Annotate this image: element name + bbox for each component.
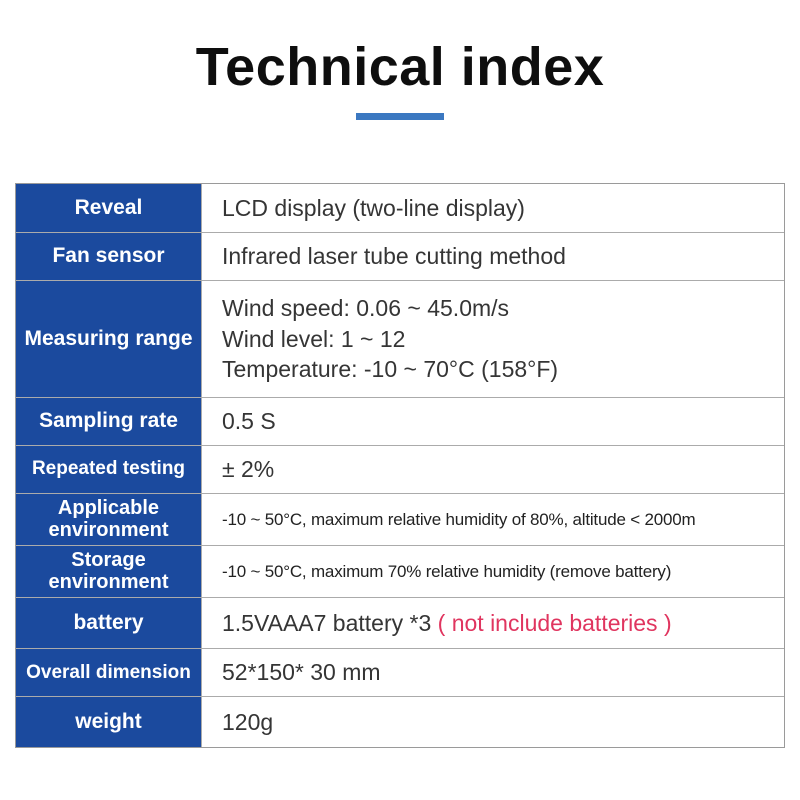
table-row-repeated-testing: Repeated testing ± 2% [16,445,784,493]
row-label: Repeated testing [16,446,202,493]
table-row-storage-environment: Storage environment -10 ~ 50°C, maximum … [16,545,784,598]
row-value: ± 2% [222,456,275,482]
page-title: Technical index [195,37,605,97]
row-value: Infrared laser tube cutting method [222,243,566,269]
row-value: 120g [222,708,274,735]
table-row-measuring-range: Measuring range Wind speed: 0.06 ~ 45.0m… [16,280,784,397]
value-line-wind-level: Wind level: 1 ~ 12 [222,325,406,352]
spec-table: Reveal LCD display (two-line display) Fa… [15,183,785,749]
row-value: 0.5 S [222,408,276,434]
battery-value: 1.5VAAA7 battery *3 ( not include batter… [222,610,776,637]
row-value: LCD display (two-line display) [222,194,525,221]
row-label: Measuring range [16,281,202,397]
value-line-temperature: Temperature: -10 ~ 70°C (158°F) [222,356,559,383]
row-label: Applicable environment [16,494,202,546]
value-line-wind-speed: Wind speed: 0.06 ~ 45.0m/s [222,295,510,322]
row-label: battery [16,598,202,649]
table-row-battery: battery 1.5VAAA7 battery *3 ( not includ… [16,597,784,649]
table-row-overall-dimension: Overall dimension 52*150* 30 mm [16,648,784,697]
table-row-applicable-environment: Applicable environment -10 ~ 50°C, maxim… [16,493,784,546]
table-row-sampling-rate: Sampling rate 0.5 S [16,397,784,445]
row-label: Sampling rate [16,398,202,445]
table-row-reveal: Reveal LCD display (two-line display) [16,184,784,232]
title-underline-divider [356,113,444,120]
row-value: Wind speed: 0.06 ~ 45.0m/s Wind level: 1… [202,281,784,397]
row-value: 52*150* 30 mm [222,659,381,686]
row-label: weight [16,697,202,748]
row-label: Reveal [16,184,202,232]
row-value: -10 ~ 50°C, maximum relative humidity of… [222,509,696,529]
table-row-weight: weight 120g [16,696,784,748]
row-value: 1.5VAAA7 battery *3 ( not include batter… [202,598,784,648]
row-label: Fan sensor [16,233,202,280]
row-label: Overall dimension [16,649,202,697]
table-row-fan-sensor: Fan sensor Infrared laser tube cutting m… [16,232,784,280]
battery-note: ( not include batteries ) [437,609,672,636]
battery-text: 1.5VAAA7 battery *3 [222,609,438,636]
row-label: Storage environment [16,546,202,598]
row-value: -10 ~ 50°C, maximum 70% relative humidit… [222,561,672,581]
